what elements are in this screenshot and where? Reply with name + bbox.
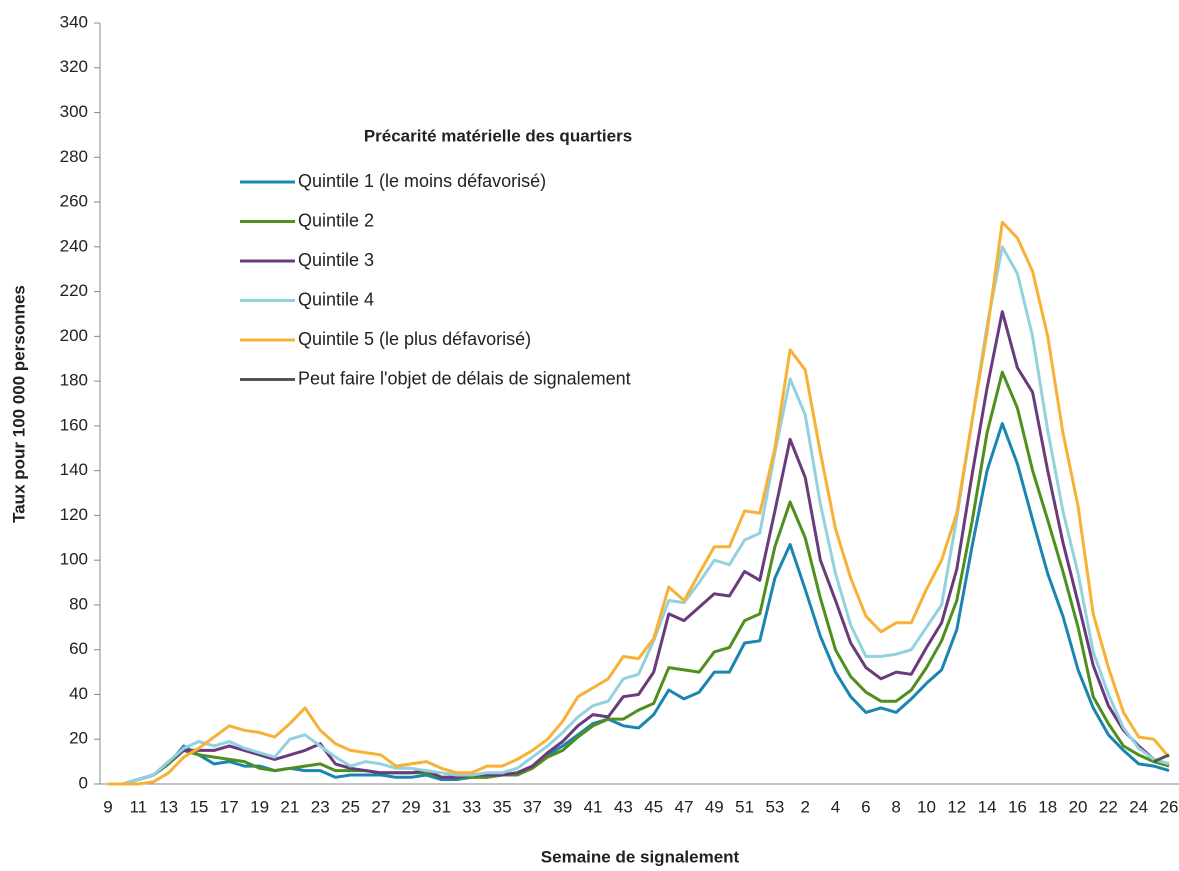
x-tick-label: 14 <box>978 797 997 816</box>
legend-label: Quintile 4 <box>298 289 374 309</box>
y-tick-label: 340 <box>60 12 88 31</box>
x-tick-label: 20 <box>1069 797 1088 816</box>
y-tick-label: 180 <box>60 371 88 390</box>
x-tick-label: 27 <box>371 797 390 816</box>
x-tick-label: 21 <box>280 797 299 816</box>
x-tick-label: 35 <box>493 797 512 816</box>
legend-label: Quintile 2 <box>298 210 374 230</box>
y-tick-label: 220 <box>60 281 88 300</box>
x-tick-label: 12 <box>947 797 966 816</box>
y-tick-label: 280 <box>60 147 88 166</box>
x-tick-label: 11 <box>129 797 147 816</box>
x-tick-label: 25 <box>341 797 360 816</box>
series-line <box>108 220 1171 786</box>
x-tick-label: 6 <box>861 797 870 816</box>
y-tick-label: 140 <box>60 460 88 479</box>
x-tick-label: 47 <box>675 797 694 816</box>
legend-label: Peut faire l'objet de délais de signalem… <box>298 368 631 388</box>
x-tick-label: 9 <box>103 797 112 816</box>
legend-label: Quintile 3 <box>298 250 374 270</box>
x-tick-label: 24 <box>1129 797 1148 816</box>
x-tick-label: 8 <box>891 797 900 816</box>
y-tick-label: 20 <box>69 729 88 748</box>
legend-label: Quintile 5 (le plus défavorisé) <box>298 329 531 349</box>
x-tick-label: 4 <box>831 797 840 816</box>
y-tick-label: 300 <box>60 102 88 121</box>
y-axis-title: Taux pour 100 000 personnes <box>9 285 28 523</box>
x-tick-label: 26 <box>1160 797 1179 816</box>
y-tick-label: 40 <box>69 684 88 703</box>
x-tick-label: 15 <box>189 797 208 816</box>
y-tick-label: 0 <box>79 773 88 792</box>
x-tick-label: 10 <box>917 797 936 816</box>
y-tick-label: 260 <box>60 192 88 211</box>
x-tick-label: 33 <box>462 797 481 816</box>
x-tick-label: 43 <box>614 797 633 816</box>
legend: Quintile 1 (le moins défavorisé) Quintile… <box>240 171 631 388</box>
x-tick-label: 17 <box>220 797 239 816</box>
x-tick-label: 39 <box>553 797 572 816</box>
x-axis-title: Semaine de signalement <box>541 847 740 866</box>
y-tick-label: 240 <box>60 236 88 255</box>
x-tick-label: 31 <box>432 797 451 816</box>
legend-box <box>225 115 770 403</box>
y-tick-label: 200 <box>60 326 88 345</box>
x-tick-label: 49 <box>705 797 724 816</box>
x-tick-label: 2 <box>800 797 809 816</box>
x-tick-label: 37 <box>523 797 542 816</box>
y-tick-label: 60 <box>69 639 88 658</box>
plot-area <box>108 220 1171 786</box>
legend-title: Précarité matérielle des quartiers <box>364 126 632 145</box>
y-tick-label: 160 <box>60 415 88 434</box>
x-tick-label: 29 <box>402 797 421 816</box>
y-tick-label: 100 <box>60 550 88 569</box>
x-tick-label: 41 <box>584 797 603 816</box>
series-line <box>108 422 1170 786</box>
y-tick-label: 120 <box>60 505 88 524</box>
x-tick-label: 22 <box>1099 797 1118 816</box>
y-tick-label: 320 <box>60 57 88 76</box>
x-tick-label: 13 <box>159 797 178 816</box>
x-tick-label: 19 <box>250 797 269 816</box>
series-line <box>1153 753 1170 763</box>
x-tick-label: 23 <box>311 797 330 816</box>
x-tick-label: 16 <box>1008 797 1027 816</box>
x-tick-label: 18 <box>1038 797 1057 816</box>
series-line <box>108 370 1170 786</box>
x-tick-label: 51 <box>735 797 754 816</box>
x-tick-label: 53 <box>765 797 784 816</box>
series-line <box>108 310 1170 786</box>
y-tick-label: 80 <box>69 594 88 613</box>
legend-label: Quintile 1 (le moins défavorisé) <box>298 171 546 191</box>
x-tick-label: 45 <box>644 797 663 816</box>
